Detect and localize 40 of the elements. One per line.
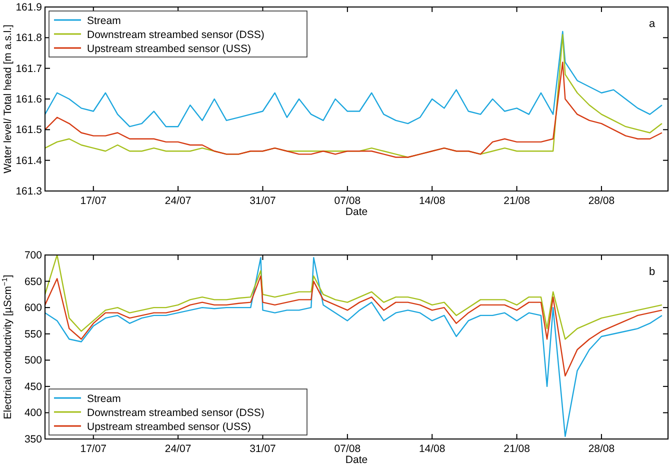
x-tick-label: 14/08 bbox=[418, 195, 446, 207]
annotation: a bbox=[648, 18, 656, 30]
x-tick-label: 24/07 bbox=[164, 195, 192, 207]
y-tick-label: 161.8 bbox=[16, 32, 42, 44]
x-tick-label: 17/07 bbox=[80, 443, 107, 455]
y-tick-label: 500 bbox=[24, 354, 42, 367]
x-tick-label: 31/07 bbox=[250, 195, 276, 207]
y-tick-label: 400 bbox=[24, 407, 42, 420]
y-axis-title: Water level/ Total head [m a.s.l.] bbox=[2, 24, 14, 174]
y-tick-label: 161.3 bbox=[16, 186, 42, 198]
y-tick-label: 550 bbox=[24, 328, 42, 340]
y-tick-label: 161.5 bbox=[16, 124, 42, 136]
x-tick-label: 17/07 bbox=[80, 195, 107, 207]
x-tick-label: 21/08 bbox=[504, 195, 530, 207]
x-tick-label: 21/08 bbox=[504, 443, 530, 455]
x-axis-title: Date bbox=[345, 206, 368, 218]
y-tick-label: 600 bbox=[24, 302, 42, 314]
x-axis-title: Date bbox=[345, 454, 368, 466]
legend-label: Downstream streambed sensor (DSS) bbox=[87, 29, 264, 41]
y-tick-label: 350 bbox=[24, 434, 42, 446]
x-tick-label: 07/08 bbox=[334, 443, 361, 455]
legend-label: Stream bbox=[87, 393, 122, 405]
legend-label: Stream bbox=[87, 15, 122, 27]
y-tick-label: 161.4 bbox=[16, 154, 42, 167]
y-tick-label: 161.7 bbox=[16, 62, 42, 75]
x-tick-label: 14/08 bbox=[418, 443, 446, 455]
x-tick-label: 24/07 bbox=[164, 443, 192, 455]
y-tick-label: 700 bbox=[24, 250, 42, 262]
y-tick-label: 161.6 bbox=[16, 94, 42, 106]
x-tick-label: 07/08 bbox=[334, 195, 361, 207]
legend-label: Downstream streambed sensor (DSS) bbox=[87, 407, 264, 419]
legend-label: Upstream streambed sensor (USS) bbox=[87, 43, 251, 55]
y-tick-label: 450 bbox=[24, 380, 42, 393]
y-tick-label: 161.9 bbox=[16, 2, 42, 14]
y-tick-label: 650 bbox=[24, 276, 42, 288]
legend-label: Upstream streambed sensor (USS) bbox=[87, 421, 251, 433]
x-tick-label: 31/07 bbox=[250, 443, 276, 455]
annotation: b bbox=[648, 266, 656, 278]
x-tick-label: 28/08 bbox=[588, 195, 615, 207]
x-tick-label: 28/08 bbox=[588, 443, 615, 455]
